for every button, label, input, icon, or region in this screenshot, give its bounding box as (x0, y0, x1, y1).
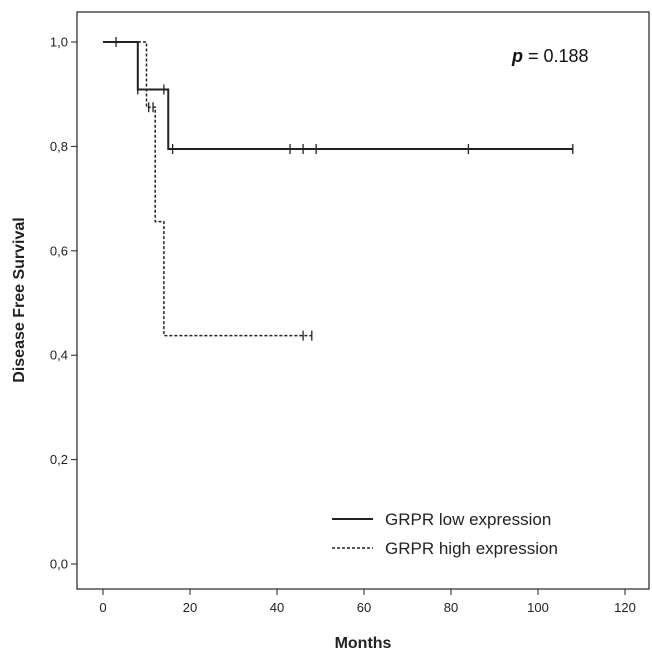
x-tick-label: 0 (99, 600, 106, 615)
y-tick-label: 1,0 (50, 35, 68, 50)
y-axis-title: Disease Free Survival (11, 217, 28, 382)
p-value-symbol: p (511, 46, 523, 66)
x-tick-label: 60 (357, 600, 371, 615)
x-axis-title: Months (335, 635, 392, 652)
x-tick-label: 20 (183, 600, 197, 615)
legend: GRPR low expression GRPR high expression (332, 510, 558, 558)
y-tick-label: 0,2 (50, 452, 68, 467)
x-tick-label: 120 (614, 600, 636, 615)
series-line-high (103, 41, 312, 337)
x-tick-label: 40 (270, 600, 284, 615)
legend-label-low: GRPR low expression (385, 510, 551, 529)
p-value-annotation: p = 0.188 (511, 46, 589, 66)
legend-label-high: GRPR high expression (385, 539, 558, 558)
axes: 0 20 40 60 80 100 120 0,0 0,2 0,4 0,6 0,8 1,0 (50, 35, 636, 616)
plot-frame (76, 11, 650, 590)
series-line-low (103, 41, 573, 151)
y-tick-label: 0,6 (50, 243, 68, 258)
y-tick-label: 0,0 (50, 557, 68, 572)
x-tick-label: 80 (444, 600, 458, 615)
series-layer (103, 37, 574, 341)
x-tick-label: 100 (527, 600, 549, 615)
y-tick-label: 0,8 (50, 139, 68, 154)
y-tick-label: 0,4 (50, 348, 68, 363)
p-value-text: = 0.188 (523, 46, 589, 66)
